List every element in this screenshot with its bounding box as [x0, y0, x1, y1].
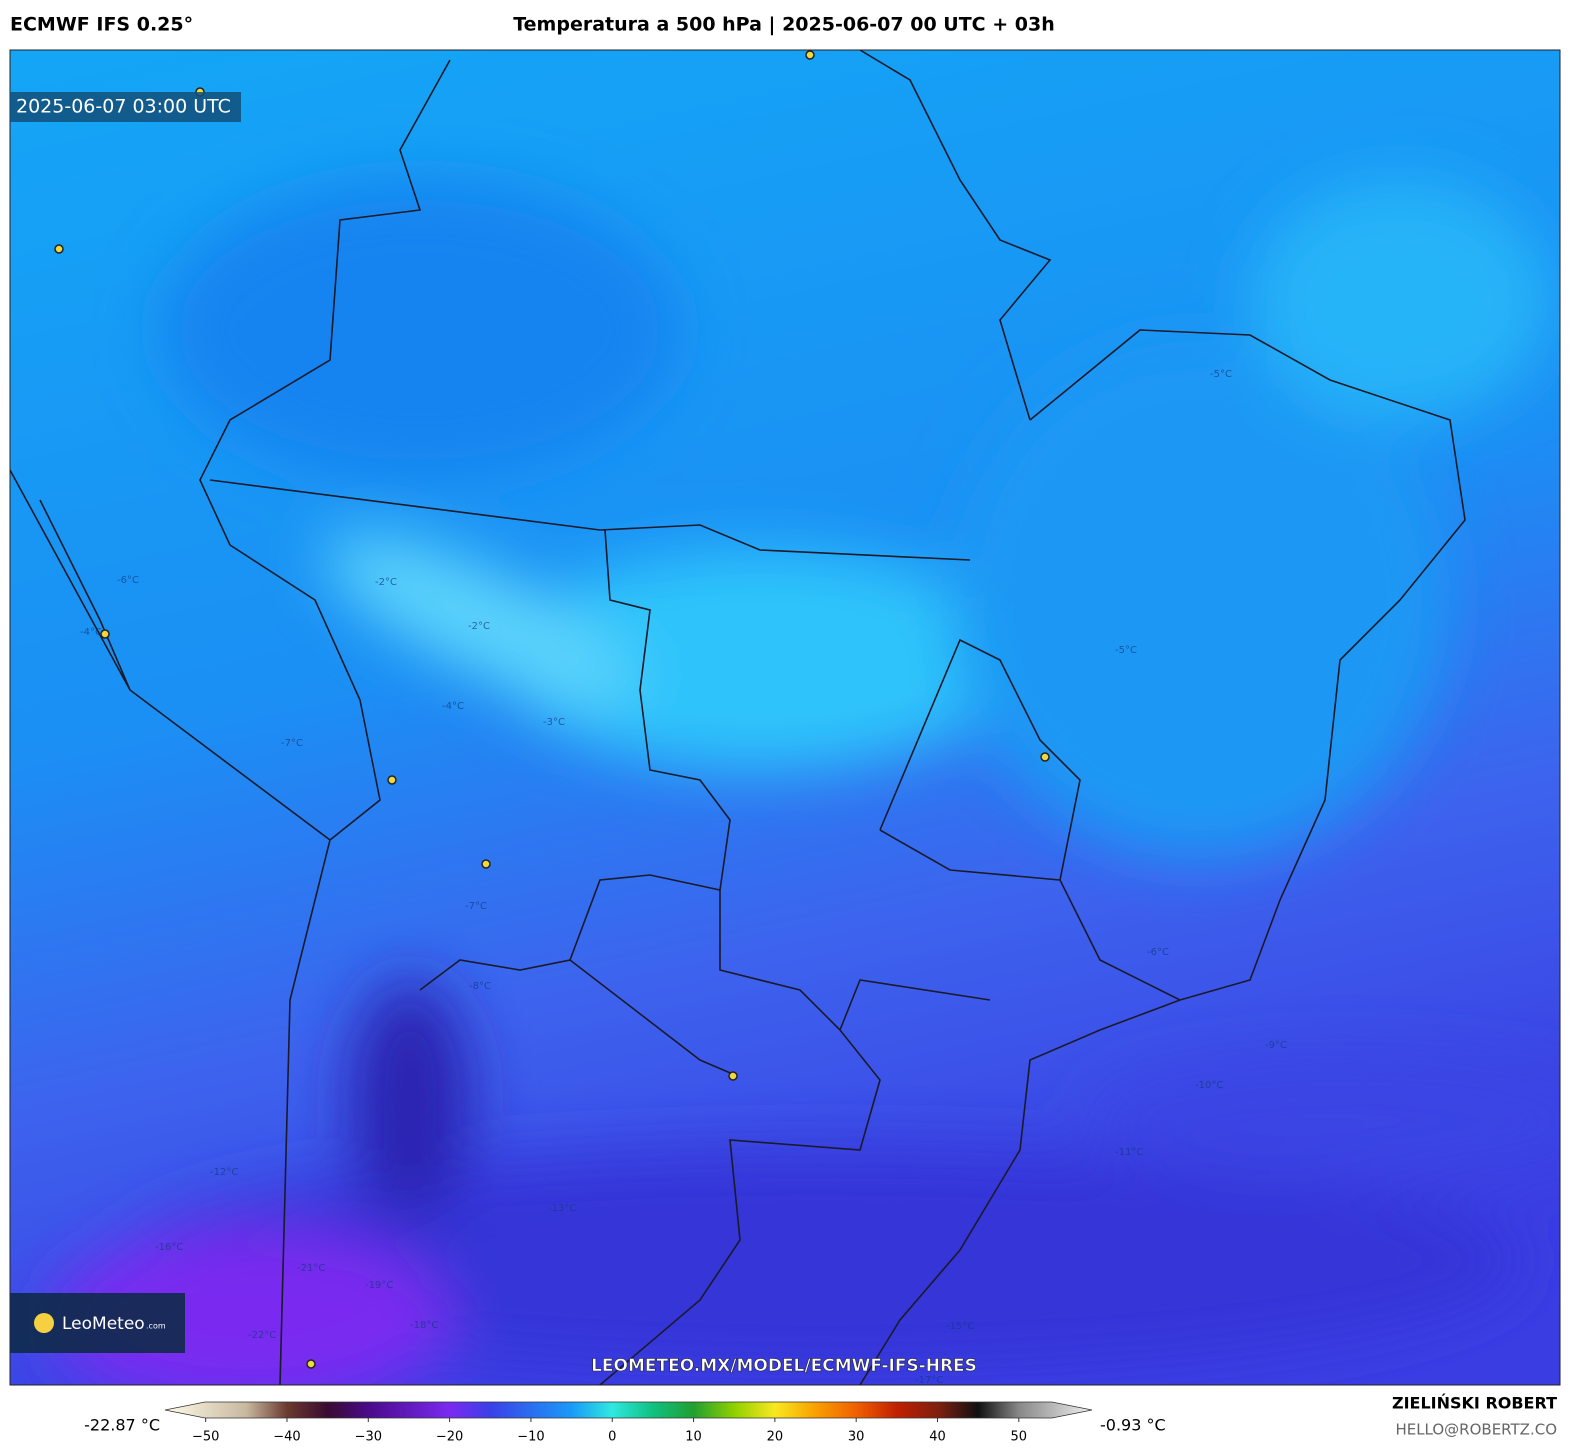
valid-time: 2025-06-07 03:00 UTC: [16, 96, 231, 118]
time-box: [10, 92, 241, 122]
contour-label: -17°C: [915, 1375, 943, 1386]
model-name: ECMWF IFS 0.25°: [10, 14, 193, 36]
colorbar-tick-label: 10: [685, 1430, 702, 1445]
contour-label: -3°C: [543, 717, 565, 728]
colorbar-tick-label: −40: [273, 1430, 300, 1445]
contour-label: -18°C: [410, 1320, 438, 1331]
colorbar-tick-label: 20: [767, 1430, 784, 1445]
contour-label: -19°C: [365, 1280, 393, 1291]
contour-label: -16°C: [155, 1242, 183, 1253]
map-frame: [9, 49, 1561, 1386]
contour-label: -5°C: [1210, 369, 1232, 380]
colorbar-tick-label: −30: [355, 1430, 382, 1445]
colorbar-tick-label: −50: [192, 1430, 219, 1445]
source-url: LEOMETEO.MX/MODEL/ECMWF-IFS-HRES: [591, 1356, 977, 1376]
colorbar-bar: [164, 1401, 1093, 1419]
contour-label: -8°C: [469, 981, 491, 992]
contour-label: -4°C: [442, 701, 464, 712]
contour-label: -6°C: [117, 575, 139, 586]
contour-labels: -2°C -2°C -3°C -4°C -4°C -5°C -5°C -6°C -6°C -7°C…: [80, 369, 1287, 1386]
contour-label: -21°C: [297, 1263, 325, 1274]
contour-label: -5°C: [1115, 645, 1137, 656]
colorbar-tick-label: 30: [848, 1430, 865, 1445]
contour-label: -9°C: [1265, 1040, 1287, 1051]
author: ZIELIŃSKI ROBERT: [1392, 1394, 1557, 1413]
contour-label: -2°C: [468, 621, 490, 632]
contour-label: -10°C: [1195, 1080, 1223, 1091]
colorbar-tick-label: −20: [436, 1430, 463, 1445]
logo-name: LeoMeteo: [62, 1314, 145, 1334]
colorbar-tick-label: 40: [929, 1430, 946, 1445]
colorbar-tick-label: 0: [608, 1430, 616, 1445]
contour-label: -12°C: [210, 1167, 238, 1178]
contour-label: -11°C: [1115, 1147, 1143, 1158]
contour-label: -2°C: [375, 577, 397, 588]
borders: [10, 50, 1466, 1385]
contour-label: -7°C: [281, 738, 303, 749]
colorbar-tick-label: 50: [1011, 1430, 1028, 1445]
min-value: -22.87 °C: [84, 1416, 160, 1435]
colorbar-tick-label: −10: [517, 1430, 544, 1445]
contour-label: -7°C: [465, 901, 487, 912]
map-title: Temperatura a 500 hPa | 2025-06-07 00 UT…: [513, 14, 1055, 36]
email: HELLO@ROBERTZ.CO: [1395, 1421, 1557, 1439]
colorbar: −50 −40 −30 −20 −10 0 10 20 30 40 50: [164, 1401, 1093, 1445]
contour-label: -22°C: [248, 1330, 276, 1341]
logo-sun: [34, 1313, 54, 1333]
logo-suffix: .com: [146, 1322, 166, 1331]
contour-label: -13°C: [548, 1203, 576, 1214]
contour-label: -15°C: [946, 1321, 974, 1332]
contour-label: -4°C: [80, 627, 102, 638]
contour-label: -6°C: [1147, 947, 1169, 958]
max-value: -0.93 °C: [1100, 1416, 1166, 1435]
temperature-field: -2°C -2°C -3°C -4°C -4°C -5°C -5°C -6°C -6°C -7°C…: [10, 50, 1560, 1386]
